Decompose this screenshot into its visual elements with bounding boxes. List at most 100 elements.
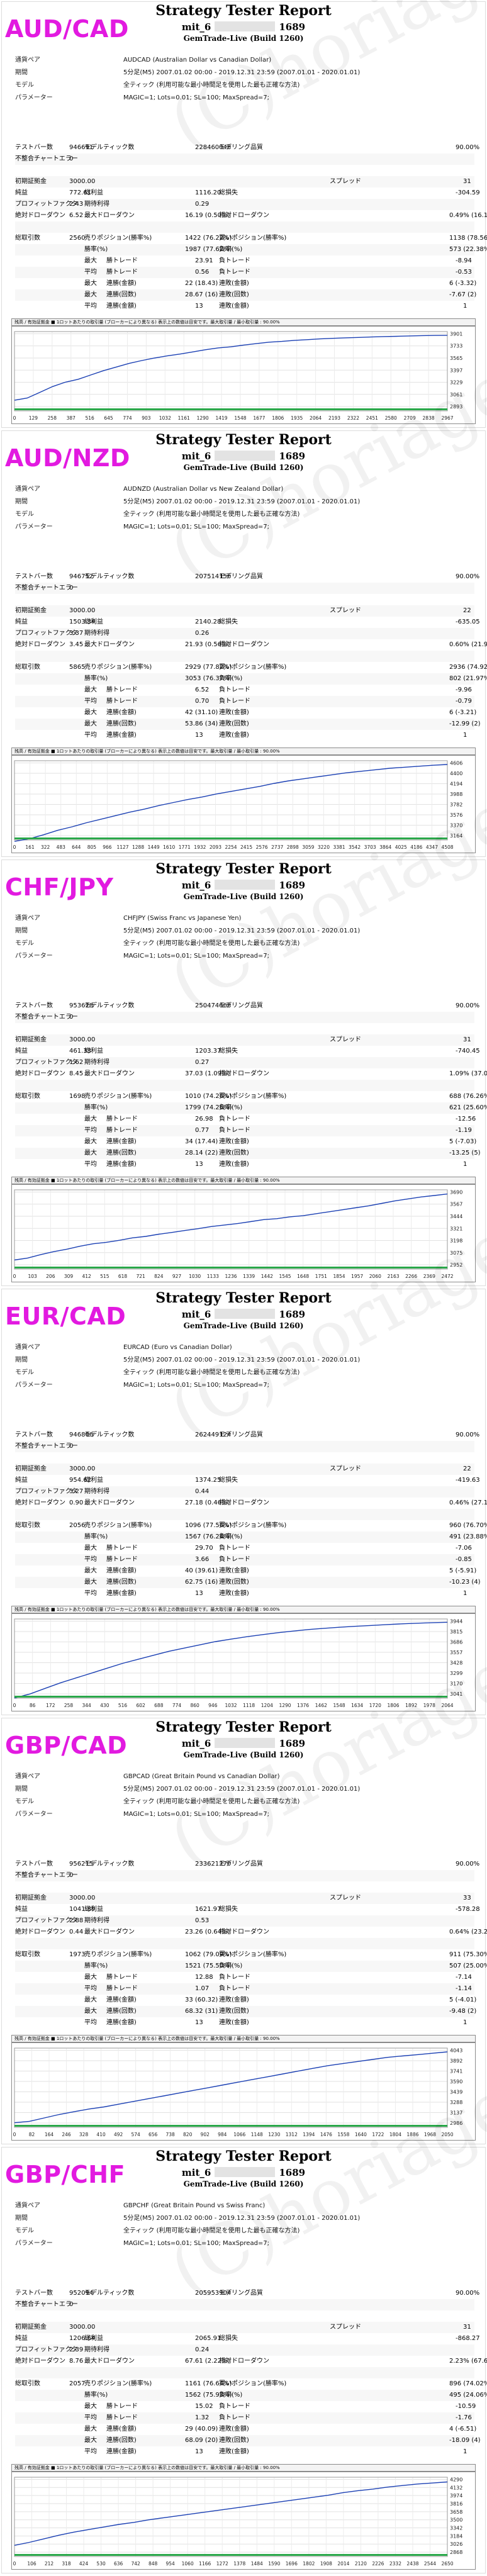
stats-cell: 27.18 (0.46%) — [185, 1499, 230, 1506]
x-tick-label: 4347 — [426, 844, 438, 850]
ea-name: mit_6 1689 — [0, 451, 487, 462]
stats-cell: 68.32 (31) — [185, 2008, 218, 2015]
stats-row: 平均 連勝(金額) 13 連敗(金額) 1 — [15, 2446, 474, 2458]
stats-row: 不整合チャートエラー 0 — [15, 1870, 474, 1881]
settings-label: モデル — [15, 940, 34, 947]
stats-cell: 連敗(金額) — [219, 1590, 249, 1597]
stats-cell: 勝トレード — [106, 1545, 138, 1552]
x-tick-label: 644 — [72, 844, 81, 850]
x-tick-label: 1419 — [215, 415, 227, 421]
stats-cell: -578.28 — [456, 1906, 480, 1913]
stats-cell: 平均 — [84, 2414, 97, 2421]
settings-row: モデル 全ティック (利用可能な最小時間足を使用した最も正確な方法) — [15, 1796, 474, 1808]
broker-build: GemTrade-Live (Build 1260) — [183, 34, 304, 43]
stats-cell: 初期証拠金 — [15, 2324, 47, 2331]
stats-row: 平均 勝トレード 3.66 負トレード -0.85 — [15, 1554, 474, 1565]
stats-cell: 22 (18.43) — [185, 280, 218, 287]
stats-cell: テストバー数 — [15, 1861, 53, 1868]
stats-cell: 6.52 — [195, 686, 210, 693]
plot-frame — [14, 1618, 448, 1699]
stats-cell: 53.86 (34) — [185, 720, 218, 727]
stats-cell: 総利益 — [84, 189, 103, 196]
stats-cell: 0.60% (21.93) — [449, 641, 487, 648]
stats-cell: 954.62 — [69, 1477, 91, 1484]
stats-cell: 0.27 — [195, 1059, 210, 1066]
x-tick-label: 1272 — [216, 2561, 228, 2567]
stats-cell: 1521 (75.50%) — [185, 1963, 232, 1969]
stats-cell: 買いポジション(勝率%) — [219, 1951, 287, 1958]
x-tick-label: 1230 — [268, 2132, 280, 2137]
settings-label: モデル — [15, 2227, 34, 2234]
settings-value: 5分足(M5) 2007.01.02 00:00 - 2019.12.31 23… — [123, 1786, 361, 1793]
stats-cell: プロフィットファクタ — [15, 201, 78, 208]
x-tick-label: 212 — [45, 2561, 54, 2567]
stats-cell: 勝率(%) — [84, 1963, 108, 1969]
stats-cell: テストバー数 — [15, 144, 53, 151]
x-tick-label: 1166 — [199, 2561, 211, 2567]
stats-row: 勝率(%) 1987 (77.62%)負率(%) 573 (22.38%) — [15, 244, 487, 255]
stats-row: 最大 連勝(回数) 28.67 (16) 連敗(回数) -7.67 (2) — [15, 289, 476, 301]
stats-cell: 205953904 — [195, 2290, 232, 2297]
settings-value: GBPCHF (Great Britain Pound vs Swiss Fra… — [123, 2202, 266, 2209]
x-tick-label: 2014 — [337, 2561, 349, 2567]
broker-build: GemTrade-Live (Build 1260) — [183, 463, 304, 472]
x-tick-label: 954 — [166, 2561, 176, 2567]
settings-value: 全ティック (利用可能な最小時間足を使用した最も正確な方法) — [123, 511, 300, 518]
y-tick-label: 3892 — [450, 2058, 462, 2064]
report-title: Strategy Tester Report — [155, 2148, 332, 2164]
stats-cell: 勝トレード — [106, 1985, 138, 1992]
stats-cell: 平均 — [84, 1556, 97, 1563]
x-tick-label: 1610 — [163, 844, 175, 850]
lot-bar — [14, 2125, 447, 2127]
report-title: Strategy Tester Report — [155, 3, 332, 19]
stats-cell: 総取引数 — [15, 1951, 40, 1958]
stats-cell: 0.46% (27.18) — [449, 1499, 487, 1506]
stats-cell: 期待利得 — [84, 1488, 109, 1495]
stats-cell: 1374.25 — [195, 1477, 221, 1484]
stats-cell: 2056 — [69, 1522, 86, 1529]
stats-row: 初期証拠金 3000.00 スプレッド 31 — [15, 1034, 474, 1046]
settings-label: パラメーター — [15, 1382, 53, 1389]
stats-cell: 6 (-3.21) — [449, 709, 477, 716]
stats-cell: 最大 — [84, 1579, 97, 1586]
stats-cell: 0.90 — [69, 1499, 84, 1506]
x-tick-label: 3381 — [333, 844, 345, 850]
x-tick-label: 86 — [30, 1703, 36, 1708]
x-tick-label: 129 — [29, 415, 38, 421]
x-tick-label: 1648 — [297, 1274, 309, 1279]
x-tick-label: 344 — [82, 1703, 92, 1708]
stats-cell: 228460048 — [195, 144, 232, 151]
stats-row — [15, 221, 474, 233]
stats-cell: モデルティック数 — [84, 1861, 135, 1868]
x-tick-label: 387 — [67, 415, 76, 421]
stats-row: テストバー数 953628 モデルティック数 250474668 モデリング品質 90.0… — [15, 1000, 479, 1012]
stats-cell: 621 (25.60%) — [449, 1104, 487, 1111]
stats-cell: 1.62 — [69, 1059, 84, 1066]
stats-row: 純益 772.61 総利益 1116.20 総損失 -304.59 — [15, 188, 480, 199]
pair-title: AUD/NZD — [5, 444, 130, 472]
x-tick-label: 3864 — [379, 844, 391, 850]
stats-cell: 22 — [463, 607, 471, 614]
stats-cell: 買いポジション(勝率%) — [219, 664, 287, 671]
stats-row: 絶対ドローダウン 6.52 最大ドローダウン 16.19 (0.50%) 相対ドローダウ… — [15, 210, 487, 221]
x-tick-label: 848 — [148, 2561, 158, 2567]
report-card: (C)horiage AUD/CAD Strategy Tester Report m… — [0, 0, 487, 429]
stats-row — [15, 1023, 474, 1034]
stats-cell: 負率(%) — [219, 1963, 243, 1969]
x-tick-label: 103 — [28, 1274, 38, 1279]
redacted-block — [215, 880, 276, 890]
y-tick-label: 2868 — [450, 2550, 462, 2555]
stats-cell: 13 — [195, 732, 203, 739]
y-tick-label: 4400 — [450, 771, 462, 776]
x-tick-label: 328 — [79, 2132, 89, 2137]
broker-build: GemTrade-Live (Build 1260) — [183, 2180, 304, 2188]
stats-cell: 2.43 — [69, 201, 84, 208]
stats-cell: 1 — [463, 2448, 467, 2455]
stats-cell: 相対ドローダウン — [219, 1070, 269, 1077]
x-tick-label: 1148 — [251, 2132, 263, 2137]
stats-cell: 90.00% — [456, 573, 480, 580]
stats-cell: 3000.00 — [69, 1465, 96, 1472]
stats-row — [15, 2310, 474, 2322]
settings-row: モデル 全ティック (利用可能な最小時間足を使用した最も正確な方法) — [15, 2225, 474, 2237]
stats-cell: -740.45 — [456, 1048, 480, 1055]
